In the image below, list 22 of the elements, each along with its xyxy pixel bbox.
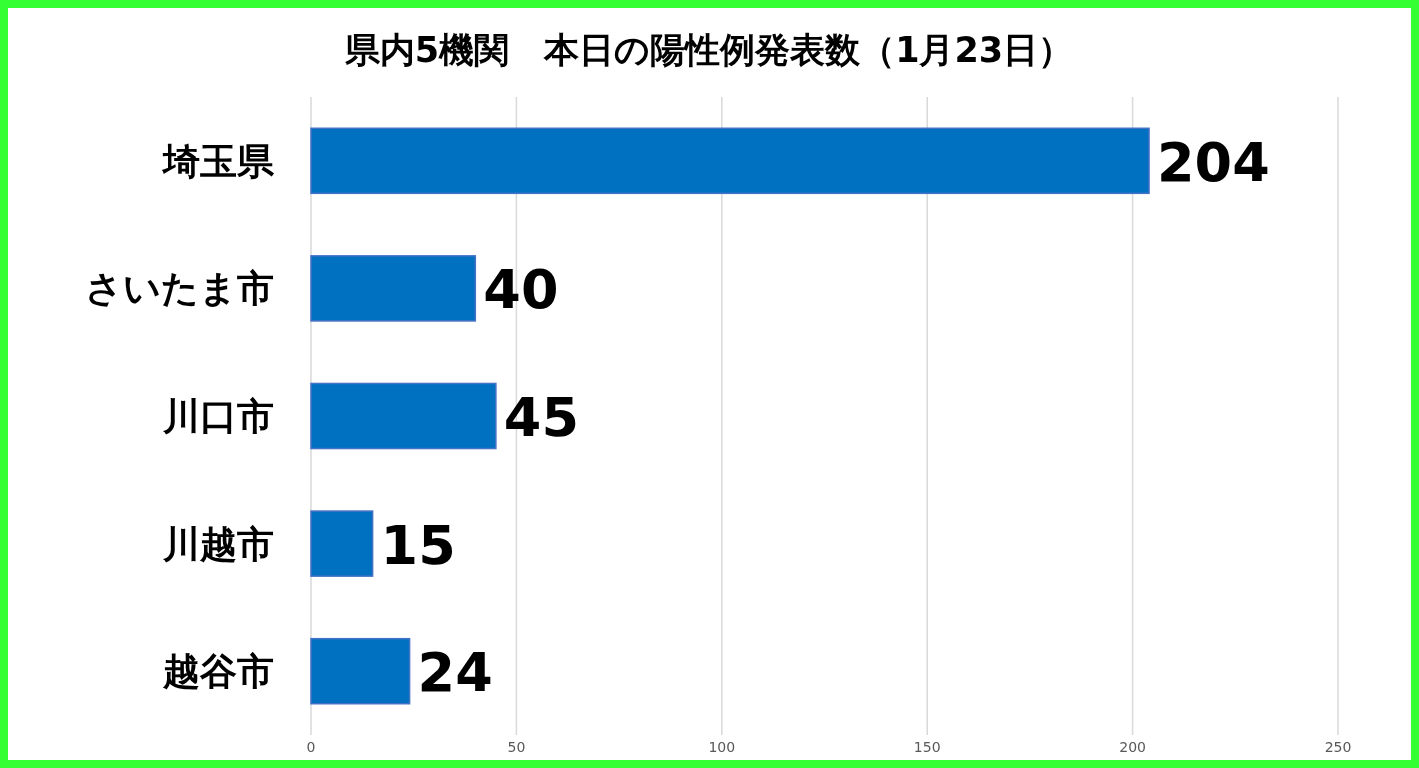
y-tick-label: 越谷市	[162, 650, 274, 694]
x-tick-label: 200	[1119, 739, 1146, 755]
bar	[310, 127, 1150, 195]
y-tick-label: 川口市	[162, 395, 274, 438]
x-tick-label: 50	[507, 739, 526, 755]
y-tick-label: 川越市	[162, 522, 274, 566]
bar	[310, 510, 374, 577]
data-label: 40	[483, 258, 559, 322]
data-label: 24	[417, 641, 493, 705]
data-label: 15	[380, 513, 456, 577]
x-tick-label: 100	[708, 739, 736, 755]
x-tick-label: 150	[913, 739, 941, 755]
chart-title: 県内5機関 本日の陽性例発表数（1月23日）	[343, 30, 1074, 70]
y-tick-label: 埼玉県	[161, 139, 275, 183]
y-tick-label: さいたま市	[85, 267, 274, 311]
x-tick-label: 0	[306, 739, 316, 755]
bar	[310, 255, 477, 322]
bar	[310, 637, 411, 705]
bar	[310, 382, 497, 450]
data-label: 45	[503, 386, 580, 449]
data-label: 204	[1157, 130, 1270, 194]
x-tick-label: 250	[1324, 739, 1352, 755]
